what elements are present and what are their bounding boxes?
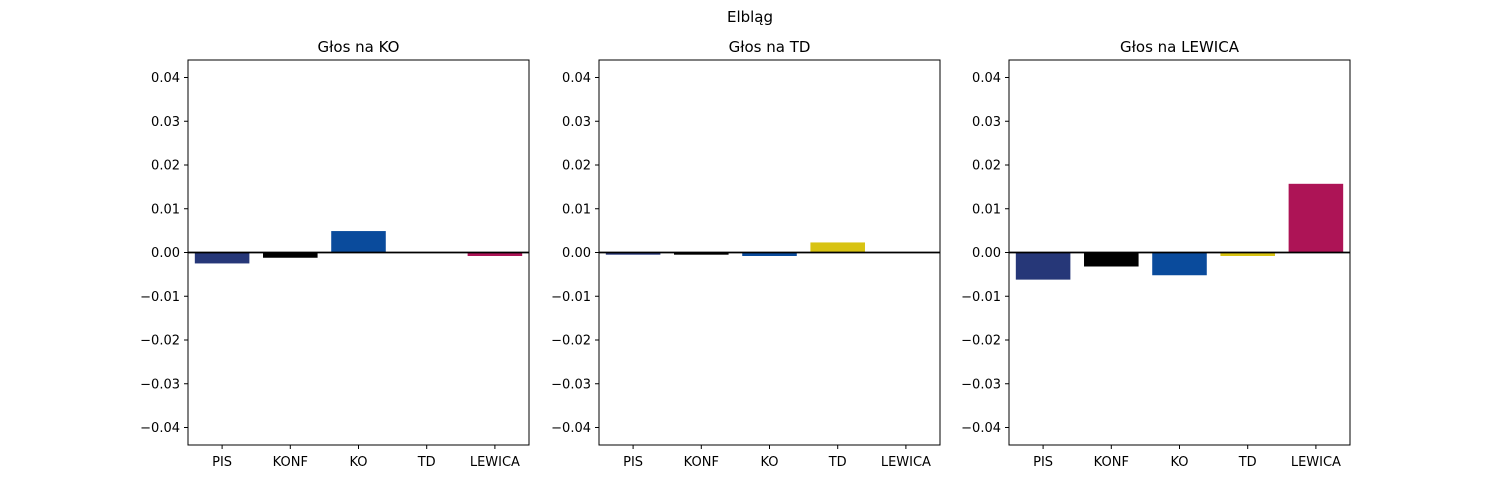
y-tick-label: 0.00	[151, 246, 180, 261]
y-tick-label: −0.03	[551, 377, 591, 392]
subplot-title: Głos na KO	[318, 38, 400, 56]
y-tick-label: −0.04	[551, 421, 591, 436]
y-tick-label: 0.04	[972, 71, 1001, 86]
y-tick-label: −0.01	[551, 290, 591, 305]
y-tick-label: 0.02	[151, 159, 180, 174]
subplot-title: Głos na TD	[729, 38, 811, 56]
y-tick-label: 0.04	[562, 71, 591, 86]
x-tick-label: TD	[828, 455, 847, 470]
x-tick-label: PIS	[1033, 455, 1053, 470]
y-tick-label: 0.03	[972, 115, 1001, 130]
y-tick-label: −0.02	[551, 334, 591, 349]
y-tick-label: −0.01	[961, 290, 1001, 305]
bar-ko	[1152, 252, 1207, 276]
bar-lewica	[1288, 183, 1344, 253]
bar-pis	[194, 252, 250, 264]
bar-pis	[605, 252, 661, 255]
bar-konf	[1084, 252, 1139, 267]
x-tick-label: KONF	[273, 455, 308, 470]
x-tick-label: LEWICA	[1291, 455, 1341, 470]
x-tick-label: KONF	[1094, 455, 1129, 470]
y-tick-label: −0.04	[961, 421, 1001, 436]
bar-konf	[263, 252, 318, 258]
x-tick-label: KO	[349, 455, 367, 470]
y-tick-label: −0.01	[140, 290, 180, 305]
subplot-title: Głos na LEWICA	[1120, 38, 1240, 56]
y-tick-label: 0.01	[972, 202, 1001, 217]
y-tick-label: 0.00	[972, 246, 1001, 261]
x-tick-label: LEWICA	[470, 455, 520, 470]
bar-pis	[1015, 252, 1071, 280]
figure-suptitle: Elbląg	[727, 8, 773, 26]
x-tick-label: LEWICA	[881, 455, 931, 470]
subplot-2: Głos na TD 0.04 0.03 0.02 0.01 0.00 −0.01 −0.02…	[551, 38, 941, 470]
subplot-1: Głos na KO 0.04 0.03 0.02 0.01 0.00 −0.01 −0.02…	[140, 38, 530, 470]
y-tick-label: 0.04	[151, 71, 180, 86]
subplot-3: Głos na LEWICA 0.04 0.03 0.02 0.01 0.00 −0.01 −…	[961, 38, 1351, 470]
y-tick-label: 0.03	[562, 115, 591, 130]
bar-lewica	[467, 252, 523, 256]
y-tick-label: 0.00	[562, 246, 591, 261]
x-tick-label: TD	[1238, 455, 1257, 470]
x-tick-label: KO	[760, 455, 778, 470]
bar-ko	[331, 231, 386, 253]
y-tick-label: 0.02	[972, 159, 1001, 174]
x-tick-label: PIS	[623, 455, 643, 470]
y-tick-label: 0.01	[562, 202, 591, 217]
x-tick-label: TD	[417, 455, 436, 470]
x-tick-label: KO	[1170, 455, 1188, 470]
y-tick-label: −0.02	[961, 334, 1001, 349]
bar-td	[1220, 252, 1275, 256]
x-tick-label: KONF	[684, 455, 719, 470]
y-tick-label: −0.03	[961, 377, 1001, 392]
y-tick-label: −0.03	[140, 377, 180, 392]
y-tick-label: −0.02	[140, 334, 180, 349]
y-tick-label: 0.02	[562, 159, 591, 174]
x-tick-label: PIS	[212, 455, 232, 470]
y-tick-label: 0.03	[151, 115, 180, 130]
bar-td	[810, 242, 865, 253]
panels-group: Głos na KO 0.04 0.03 0.02 0.01 0.00 −0.01 −0.02…	[140, 38, 1351, 470]
y-tick-label: −0.04	[140, 421, 180, 436]
bar-konf	[674, 252, 729, 255]
y-tick-label: 0.01	[151, 202, 180, 217]
bar-ko	[742, 252, 797, 256]
